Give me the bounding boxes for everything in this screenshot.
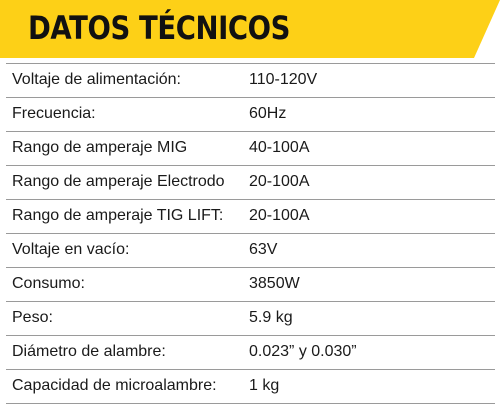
spec-row: Rango de amperaje MIG 40-100A xyxy=(6,132,495,166)
spec-label: Capacidad de microalambre: xyxy=(12,377,217,394)
spec-value: 63V xyxy=(249,241,278,258)
spec-value: 3850W xyxy=(249,275,300,292)
spec-label: Voltaje de alimentación: xyxy=(12,71,181,88)
spec-label: Frecuencia: xyxy=(12,105,96,122)
spec-row: Diámetro de alambre: 0.023” y 0.030” xyxy=(6,336,495,370)
specs-table: Voltaje de alimentación: 110-120V Frecue… xyxy=(6,63,495,404)
spec-row: Consumo: 3850W xyxy=(6,268,495,302)
spec-row: Voltaje de alimentación: 110-120V xyxy=(6,64,495,98)
spec-value: 0.023” y 0.030” xyxy=(249,343,357,360)
spec-value: 20-100A xyxy=(249,207,310,224)
page-title: DATOS TÉCNICOS xyxy=(28,9,291,47)
spec-value: 40-100A xyxy=(249,139,310,156)
spec-label: Diámetro de alambre: xyxy=(12,343,166,360)
yellow-banner-shape xyxy=(0,0,500,58)
spec-row: Capacidad de microalambre: 1 kg xyxy=(6,370,495,404)
header-banner: DATOS TÉCNICOS xyxy=(0,0,500,62)
spec-row: Peso: 5.9 kg xyxy=(6,302,495,336)
spec-value: 5.9 kg xyxy=(249,309,293,326)
spec-label: Consumo: xyxy=(12,275,85,292)
spec-label: Voltaje en vacío: xyxy=(12,241,130,258)
spec-value: 60Hz xyxy=(249,105,287,122)
spec-value: 110-120V xyxy=(249,71,318,88)
spec-label: Rango de amperaje MIG xyxy=(12,139,188,156)
spec-value: 20-100A xyxy=(249,173,310,190)
spec-label: Rango de amperaje Electrodo xyxy=(12,173,225,190)
spec-row: Voltaje en vacío: 63V xyxy=(6,234,495,268)
spec-value: 1 kg xyxy=(249,377,280,394)
spec-row: Rango de amperaje TIG LIFT: 20-100A xyxy=(6,200,495,234)
spec-row: Rango de amperaje Electrodo 20-100A xyxy=(6,166,495,200)
spec-label: Peso: xyxy=(12,309,53,326)
spec-label: Rango de amperaje TIG LIFT: xyxy=(12,207,224,224)
spec-row: Frecuencia: 60Hz xyxy=(6,98,495,132)
